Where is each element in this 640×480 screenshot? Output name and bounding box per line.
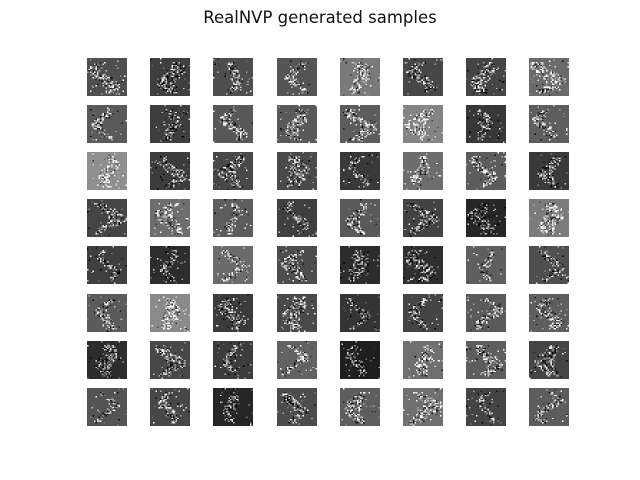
sample-image	[466, 105, 507, 144]
sample-image	[529, 293, 570, 332]
sample-image	[466, 58, 507, 96]
sample-image	[150, 105, 191, 144]
sample-image	[403, 340, 443, 379]
sample-image	[339, 58, 380, 96]
sample-image	[339, 387, 380, 426]
sample-image	[529, 199, 570, 238]
sample-image	[466, 152, 507, 191]
sample-image	[339, 293, 380, 332]
sample-image	[339, 152, 380, 191]
sample-image	[87, 152, 127, 191]
sample-image	[150, 246, 191, 285]
sample-image	[466, 340, 507, 379]
sample-image	[466, 387, 507, 426]
sample-image	[403, 199, 443, 238]
sample-image	[213, 340, 254, 379]
sample-image	[466, 199, 507, 238]
sample-image	[213, 246, 254, 285]
sample-image	[87, 387, 127, 426]
sample-image	[529, 246, 570, 285]
sample-image	[339, 105, 380, 144]
sample-image	[276, 293, 317, 332]
sample-image	[339, 246, 380, 285]
sample-image	[87, 199, 127, 238]
sample-image	[150, 152, 191, 191]
sample-image	[213, 293, 254, 332]
sample-image	[403, 152, 443, 191]
sample-image	[339, 199, 380, 238]
sample-image	[339, 340, 380, 379]
sample-image	[403, 246, 443, 285]
sample-image	[87, 293, 127, 332]
sample-image	[403, 105, 443, 144]
figure-title: RealNVP generated samples	[203, 8, 437, 27]
sample-image	[213, 105, 254, 144]
sample-image	[276, 246, 317, 285]
sample-image	[150, 199, 191, 238]
sample-image	[87, 340, 127, 379]
sample-image	[466, 246, 507, 285]
sample-image	[213, 58, 254, 96]
sample-image	[213, 152, 254, 191]
sample-image	[403, 387, 443, 426]
sample-image	[150, 58, 191, 96]
sample-image	[403, 293, 443, 332]
sample-image	[150, 387, 191, 426]
sample-image	[87, 246, 127, 285]
sample-image	[276, 152, 317, 191]
sample-image	[403, 58, 443, 96]
sample-image	[87, 58, 127, 96]
sample-image	[276, 105, 317, 144]
sample-image	[87, 105, 127, 144]
sample-image	[529, 105, 570, 144]
sample-image	[529, 58, 570, 96]
sample-image	[213, 199, 254, 238]
sample-image	[150, 293, 191, 332]
sample-image	[150, 340, 191, 379]
sample-image	[276, 58, 317, 96]
sample-image	[529, 340, 570, 379]
sample-image	[276, 387, 317, 426]
sample-image	[276, 340, 317, 379]
sample-image	[276, 199, 317, 238]
sample-image	[529, 387, 570, 426]
sample-image	[529, 152, 570, 191]
sample-image	[213, 387, 254, 426]
sample-image	[466, 293, 507, 332]
